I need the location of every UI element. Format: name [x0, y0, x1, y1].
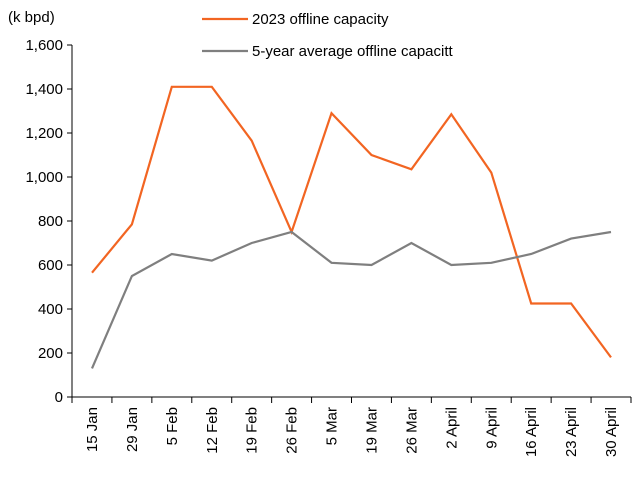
x-tick-label: 2 April	[443, 407, 460, 449]
series-layer	[90, 85, 612, 369]
y-tick-label: 800	[38, 213, 63, 230]
y-tick-label: 200	[38, 345, 63, 362]
legend-label-5yr-avg: 5-year average offline capacitt	[252, 43, 454, 60]
x-tick-label: 9 April	[483, 407, 500, 449]
x-tick-label: 26 Mar	[403, 407, 420, 454]
legend-label-2023: 2023 offline capacity	[252, 11, 389, 28]
x-tick-label: 19 Feb	[244, 407, 261, 454]
y-tick-label: 1,200	[25, 125, 63, 142]
x-tick-label: 5 Feb	[164, 407, 181, 445]
y-tick-label: 1,400	[25, 81, 63, 98]
x-ticks: 15 Jan 29 Jan 5 Feb 12 Feb 19 Feb 26 Feb 5 Mar…	[71, 397, 632, 457]
x-tick-label: 5 Mar	[324, 407, 341, 445]
x-tick-label: 12 Feb	[204, 407, 221, 454]
x-tick-label: 15 Jan	[84, 407, 101, 452]
series-line-2023	[91, 85, 612, 359]
x-tick-label: 26 Feb	[284, 407, 301, 454]
y-tick-label: 1,000	[25, 169, 63, 186]
y-tick-label: 600	[38, 257, 63, 274]
x-tick-label: 23 April	[563, 407, 580, 457]
x-tick-label: 16 April	[523, 407, 540, 457]
y-tick-label: 400	[38, 301, 63, 318]
y-ticks: 0 200 400 600 800 1,000 1,200 1,400 1,600	[25, 37, 72, 406]
y-tick-label: 1,600	[25, 37, 63, 54]
x-tick-label: 30 April	[603, 407, 620, 457]
y-tick-label: 0	[55, 389, 63, 406]
x-tick-label: 29 Jan	[124, 407, 141, 452]
x-tick-label: 19 Mar	[363, 407, 380, 454]
legend: 2023 offline capacity 5-year average off…	[202, 11, 454, 60]
axes	[71, 45, 631, 398]
series-line-5yr-avg	[90, 230, 612, 369]
y-unit-label: (k bpd)	[8, 9, 55, 26]
